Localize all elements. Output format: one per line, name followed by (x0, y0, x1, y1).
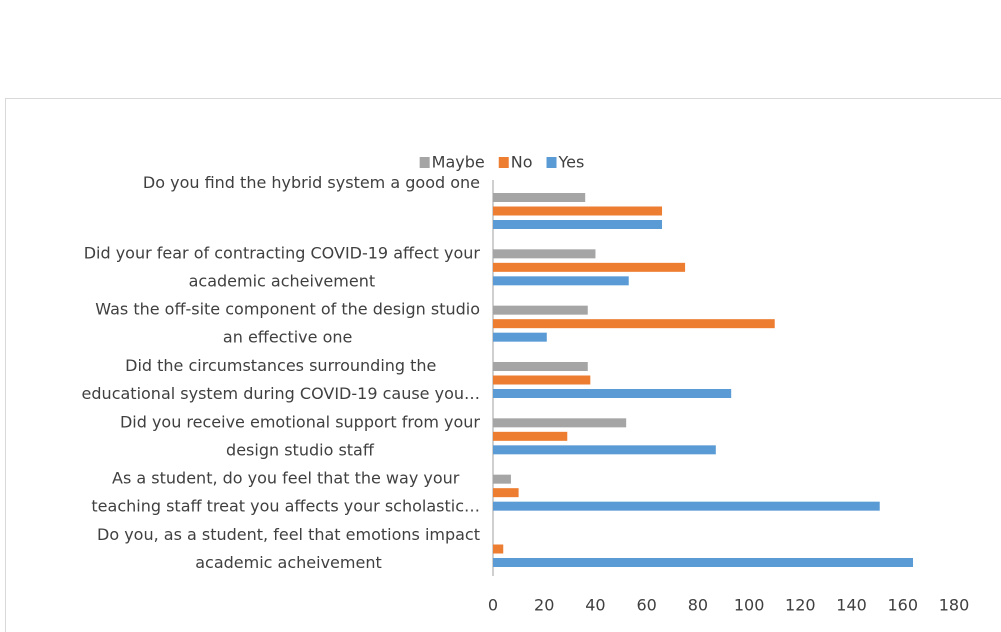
legend-label: Maybe (432, 153, 485, 172)
x-tick-label: 100 (734, 596, 765, 615)
bar (493, 276, 629, 286)
legend-swatch (498, 157, 509, 168)
x-tick-label: 160 (888, 596, 919, 615)
bar (493, 319, 775, 329)
bar (493, 544, 504, 554)
bar (493, 389, 732, 398)
bar (493, 501, 880, 511)
y-tick-label: As a student, do you feel that the way y… (91, 468, 480, 515)
legend-swatch (546, 157, 557, 168)
bar (493, 558, 914, 567)
bar (493, 262, 686, 272)
y-tick-label: Do you find the hybrid system a good one (143, 173, 480, 192)
x-tick-label: 180 (939, 596, 970, 615)
legend-swatch (419, 157, 430, 168)
bar (493, 431, 568, 441)
bar (493, 488, 519, 498)
y-tick-label: Was the off-site component of the design… (95, 299, 480, 346)
bar (493, 206, 663, 216)
bar (493, 474, 511, 484)
x-tick-label: 80 (688, 596, 708, 615)
x-tick-label: 60 (636, 596, 656, 615)
y-tick-label: Do you, as a student, feel that emotions… (97, 525, 480, 572)
y-tick-label: Did the circumstances surrounding the edu… (82, 356, 480, 403)
legend-label: No (511, 153, 533, 172)
bar (493, 375, 591, 385)
y-tick-label: Did your fear of contracting COVID-19 af… (84, 243, 481, 290)
x-tick-label: 20 (534, 596, 554, 615)
legend: Maybe No Yes (419, 153, 585, 172)
x-tick-label: 40 (585, 596, 605, 615)
bar (493, 332, 547, 342)
bar (493, 220, 663, 229)
x-tick-label: 140 (836, 596, 867, 615)
y-tick-label: Did you receive emotional support from y… (120, 412, 480, 459)
bar (493, 249, 596, 259)
x-tick-label: 120 (785, 596, 816, 615)
bar (493, 193, 586, 202)
bar (493, 362, 588, 371)
bar (493, 445, 716, 455)
legend-label: Yes (558, 153, 585, 172)
x-tick-label: 0 (488, 596, 498, 615)
bar (493, 418, 627, 428)
bar (493, 305, 588, 315)
